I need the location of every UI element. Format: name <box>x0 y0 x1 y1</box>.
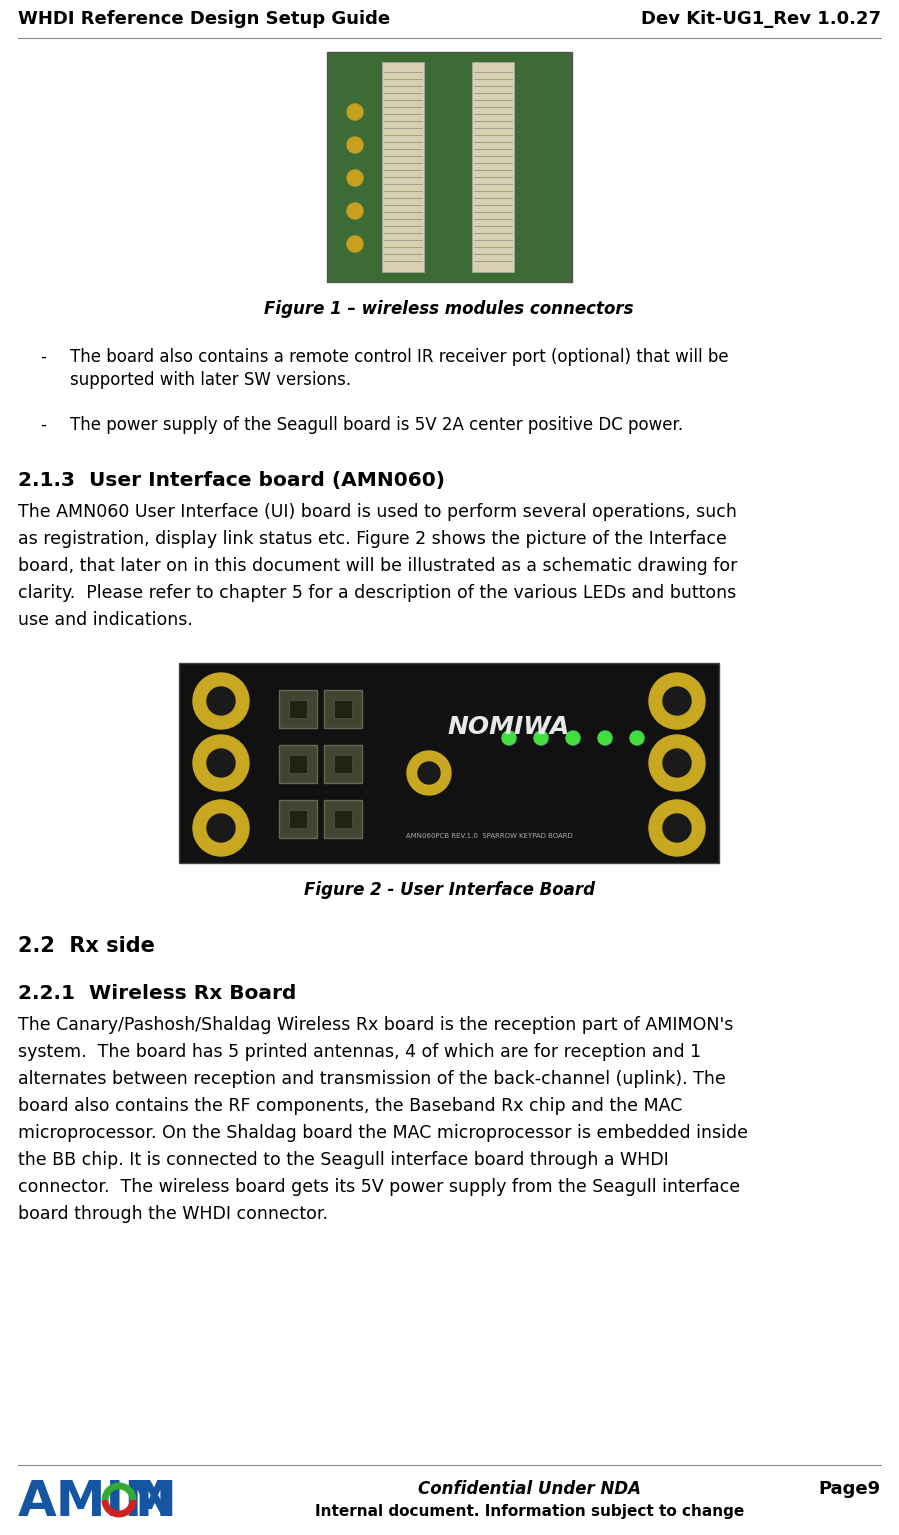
Text: Dev Kit-UG1_Rev 1.0.27: Dev Kit-UG1_Rev 1.0.27 <box>641 11 881 28</box>
Text: connector.  The wireless board gets its 5V power supply from the Seagull interfa: connector. The wireless board gets its 5… <box>18 1177 740 1196</box>
Bar <box>289 810 307 827</box>
Text: use and indications.: use and indications. <box>18 611 193 629</box>
Bar <box>472 61 514 272</box>
Circle shape <box>347 104 363 120</box>
Text: AMIM: AMIM <box>18 1478 175 1526</box>
Text: Figure 2 - User Interface Board: Figure 2 - User Interface Board <box>304 881 594 900</box>
Bar <box>334 810 352 827</box>
Bar <box>324 691 362 728</box>
Circle shape <box>193 672 249 729</box>
Bar <box>324 800 362 838</box>
Circle shape <box>663 749 691 777</box>
Circle shape <box>407 751 451 795</box>
Text: The AMN060 User Interface (UI) board is used to perform several operations, such: The AMN060 User Interface (UI) board is … <box>18 503 737 520</box>
Circle shape <box>347 170 363 186</box>
Text: Confidential Under NDA: Confidential Under NDA <box>419 1480 642 1498</box>
Text: AMN060PCB REV.1.0  SPARROW KEYPAD BOARD: AMN060PCB REV.1.0 SPARROW KEYPAD BOARD <box>405 834 573 840</box>
Text: WHDI Reference Design Setup Guide: WHDI Reference Design Setup Guide <box>18 11 390 28</box>
Bar <box>327 52 572 282</box>
Circle shape <box>347 236 363 252</box>
Bar <box>334 700 352 718</box>
Text: The power supply of the Seagull board is 5V 2A center positive DC power.: The power supply of the Seagull board is… <box>70 416 683 434</box>
Circle shape <box>649 672 705 729</box>
Circle shape <box>347 203 363 220</box>
Circle shape <box>630 731 644 744</box>
Circle shape <box>649 735 705 791</box>
Bar <box>279 800 317 838</box>
Text: 2.2  Rx side: 2.2 Rx side <box>18 936 155 956</box>
Text: -: - <box>40 416 46 434</box>
Text: The Canary/Pashosh/Shaldag Wireless Rx board is the reception part of AMIMON's: The Canary/Pashosh/Shaldag Wireless Rx b… <box>18 1016 734 1035</box>
Text: NOMIWA: NOMIWA <box>448 715 570 738</box>
Bar <box>179 663 719 863</box>
Bar <box>289 755 307 774</box>
Text: system.  The board has 5 printed antennas, 4 of which are for reception and 1: system. The board has 5 printed antennas… <box>18 1042 701 1061</box>
Text: 2.2.1  Wireless Rx Board: 2.2.1 Wireless Rx Board <box>18 984 297 1002</box>
Text: supported with later SW versions.: supported with later SW versions. <box>70 371 352 388</box>
Text: board also contains the RF components, the Baseband Rx chip and the MAC: board also contains the RF components, t… <box>18 1098 682 1114</box>
Circle shape <box>347 137 363 154</box>
Text: as registration, display link status etc. Figure 2 shows the picture of the Inte: as registration, display link status etc… <box>18 530 727 548</box>
Text: Figure 1 – wireless modules connectors: Figure 1 – wireless modules connectors <box>264 299 634 318</box>
Bar <box>279 691 317 728</box>
Text: alternates between reception and transmission of the back-channel (uplink). The: alternates between reception and transmi… <box>18 1070 725 1088</box>
Text: -: - <box>40 348 46 365</box>
Circle shape <box>663 814 691 843</box>
Circle shape <box>193 800 249 857</box>
Text: microprocessor. On the Shaldag board the MAC microprocessor is embedded inside: microprocessor. On the Shaldag board the… <box>18 1124 748 1142</box>
Bar <box>289 700 307 718</box>
Text: N: N <box>134 1478 176 1526</box>
Bar <box>334 755 352 774</box>
Text: board through the WHDI connector.: board through the WHDI connector. <box>18 1205 328 1223</box>
Circle shape <box>663 688 691 715</box>
Text: 2.1.3  User Interface board (AMN060): 2.1.3 User Interface board (AMN060) <box>18 471 445 490</box>
Bar <box>324 744 362 783</box>
Text: board, that later on in this document will be illustrated as a schematic drawing: board, that later on in this document wi… <box>18 557 737 576</box>
Circle shape <box>207 749 235 777</box>
Circle shape <box>566 731 580 744</box>
Text: The board also contains a remote control IR receiver port (optional) that will b: The board also contains a remote control… <box>70 348 728 365</box>
Bar <box>279 744 317 783</box>
Text: Page9: Page9 <box>819 1480 881 1498</box>
Bar <box>382 61 424 272</box>
Text: the BB chip. It is connected to the Seagull interface board through a WHDI: the BB chip. It is connected to the Seag… <box>18 1151 669 1170</box>
Circle shape <box>649 800 705 857</box>
Circle shape <box>207 814 235 843</box>
Circle shape <box>598 731 612 744</box>
Circle shape <box>502 731 516 744</box>
Circle shape <box>534 731 548 744</box>
Circle shape <box>193 735 249 791</box>
Text: Internal document. Information subject to change: Internal document. Information subject t… <box>316 1504 744 1520</box>
Text: clarity.  Please refer to chapter 5 for a description of the various LEDs and bu: clarity. Please refer to chapter 5 for a… <box>18 583 736 602</box>
Circle shape <box>418 761 440 784</box>
Circle shape <box>207 688 235 715</box>
